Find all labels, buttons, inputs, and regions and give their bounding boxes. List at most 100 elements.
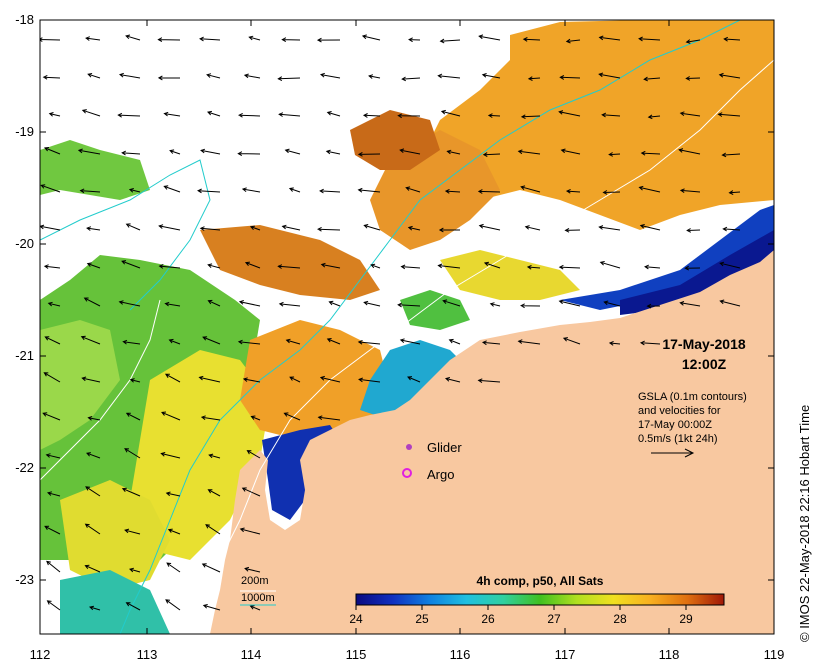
velocity-arrow <box>199 226 221 231</box>
glider-marker <box>406 444 412 450</box>
argo-marker <box>402 468 412 478</box>
velocity-arrow <box>478 223 501 231</box>
velocity-arrow <box>558 299 581 307</box>
velocity-arrow <box>207 299 221 307</box>
velocity-arrow <box>368 74 381 79</box>
velocity-arrow <box>598 35 621 41</box>
velocity-arrow <box>165 599 181 611</box>
velocity-arrow <box>328 300 341 307</box>
velocity-arrow <box>357 187 381 193</box>
velocity-arrow <box>319 72 341 79</box>
velocity-arrow <box>242 377 261 383</box>
velocity-arrow <box>477 189 501 194</box>
velocity-arrow <box>679 111 701 117</box>
velocity-arrow <box>317 226 341 232</box>
velocity-arrow <box>125 412 141 421</box>
velocity-arrow <box>399 148 421 155</box>
velocity-arrow <box>317 415 341 421</box>
velocity-arrow <box>128 188 141 193</box>
x-tick-label: 118 <box>658 647 680 662</box>
velocity-arrow <box>565 188 581 194</box>
y-tick-label: -18 <box>15 12 34 27</box>
velocity-arrow <box>44 336 61 345</box>
velocity-arrow <box>44 525 61 535</box>
velocity-arrow <box>564 227 581 233</box>
velocity-arrow <box>527 76 541 81</box>
velocity-arrow <box>40 37 61 42</box>
velocity-arrow <box>685 76 701 81</box>
velocity-arrow <box>407 376 421 383</box>
velocity-arrow <box>44 147 61 155</box>
velocity-arrow <box>678 148 701 155</box>
velocity-arrow <box>278 301 301 307</box>
velocity-arrow <box>320 262 341 269</box>
scale-arrow <box>651 448 695 458</box>
velocity-arrow <box>157 75 181 81</box>
velocity-arrow <box>440 109 461 117</box>
contour-200m-label: 200m <box>241 575 269 587</box>
map-border <box>39 19 775 635</box>
velocity-arrow <box>278 112 301 117</box>
velocity-arrow <box>207 263 221 269</box>
velocity-arrow <box>47 301 61 307</box>
velocity-arrow <box>363 300 381 307</box>
velocity-arrow <box>160 452 181 459</box>
velocity-arrow <box>357 339 381 345</box>
velocity-arrow <box>728 190 741 195</box>
velocity-arrow <box>125 602 141 611</box>
x-tick-label: 116 <box>449 647 471 662</box>
axis-tick-marks <box>39 19 775 634</box>
velocity-arrow <box>86 226 101 231</box>
velocity-arrow <box>517 149 541 155</box>
velocity-arrow <box>40 184 61 193</box>
velocity-arrow <box>326 338 341 345</box>
colorbar-tick-label: 28 <box>613 612 627 626</box>
velocity-arrow <box>46 560 61 573</box>
velocity-arrow <box>598 225 621 231</box>
velocity-arrow <box>444 377 461 383</box>
velocity-arrow <box>243 73 261 79</box>
velocity-arrow <box>288 187 301 193</box>
velocity-arrow <box>197 188 221 194</box>
velocity-arrow <box>169 149 181 155</box>
velocity-arrow <box>158 224 181 231</box>
velocity-arrow <box>249 605 261 611</box>
velocity-arrow <box>199 36 221 42</box>
velocity-arrow <box>202 604 221 611</box>
velocity-arrow <box>83 297 101 307</box>
velocity-arrow <box>202 336 221 345</box>
velocity-arrow <box>198 375 221 383</box>
velocity-arrow <box>686 228 701 233</box>
velocity-arrow <box>207 489 221 497</box>
velocity-arrow <box>285 338 301 345</box>
contour-1000m-label: 1000m <box>241 592 275 604</box>
velocity-arrow <box>166 562 181 573</box>
velocity-arrow <box>167 528 181 535</box>
velocity-arrow <box>437 73 461 79</box>
velocity-arrow <box>405 186 421 193</box>
velocity-arrow <box>598 72 621 79</box>
velocity-arrow <box>517 339 541 345</box>
velocity-arrow <box>121 150 141 156</box>
velocity-arrow <box>46 491 61 497</box>
velocity-arrow <box>43 372 61 383</box>
velocity-arrow <box>638 36 661 42</box>
velocity-arrow <box>246 450 261 459</box>
velocity-arrow <box>399 338 421 345</box>
sst-patch-orange-scatter <box>200 225 380 300</box>
velocity-arrow <box>520 185 541 193</box>
velocity-arrow <box>48 112 61 117</box>
velocity-arrow <box>357 151 381 157</box>
map-date: 17-May-2018 <box>662 336 746 352</box>
velocity-arrow <box>158 264 181 269</box>
sst-patch-lightgreen <box>40 320 120 450</box>
gsla-line-3: 17-May 00:00Z <box>638 419 712 431</box>
y-tick-label: -22 <box>15 460 34 475</box>
x-tick-label: 113 <box>136 647 158 662</box>
x-tick-label: 115 <box>345 647 367 662</box>
velocity-arrow <box>284 148 301 155</box>
velocity-arrow <box>319 375 341 383</box>
velocity-arrow <box>562 337 581 345</box>
velocity-arrow <box>639 224 661 231</box>
